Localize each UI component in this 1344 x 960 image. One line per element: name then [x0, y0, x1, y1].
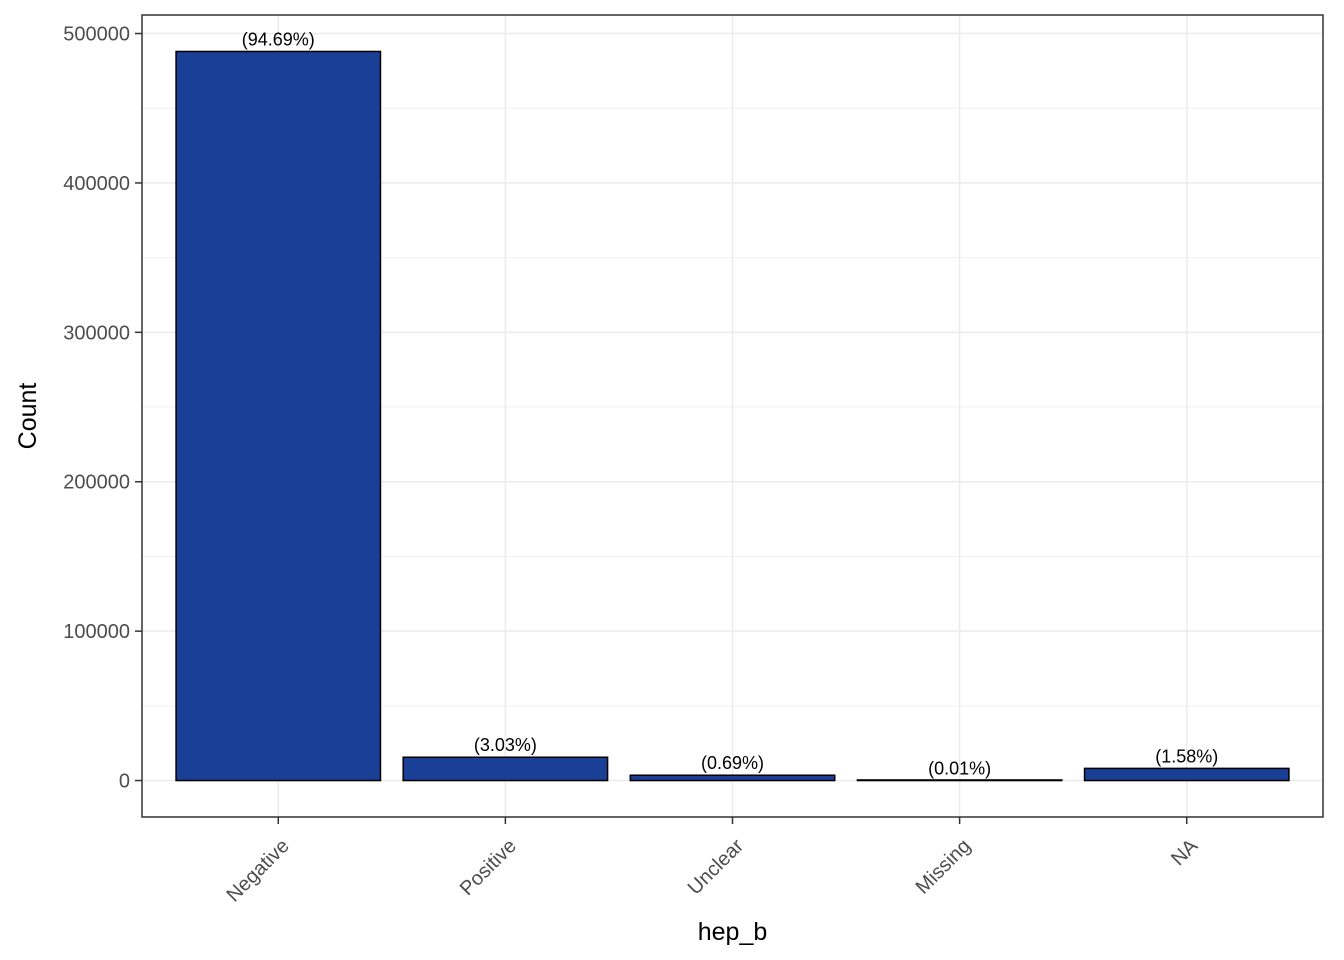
- y-tick-label: 500000: [63, 24, 130, 46]
- bar-unclear: [629, 774, 836, 782]
- bar-missing: [856, 779, 1063, 782]
- x-tick-label: Missing: [912, 835, 975, 898]
- bars: [175, 50, 1290, 782]
- x-tick-label: NA: [1167, 835, 1203, 871]
- x-axis-ticks: Negative Positive Unclear Missing NA: [222, 817, 1203, 906]
- y-tick-label: 300000: [63, 322, 130, 344]
- bar-na: [1083, 767, 1290, 782]
- data-label: (0.01%): [928, 758, 991, 778]
- y-axis-ticks: 0 100000 200000 300000 400000 500000: [63, 24, 142, 793]
- y-tick-label: 200000: [63, 472, 130, 494]
- data-label: (94.69%): [242, 29, 315, 49]
- bar-positive: [402, 756, 609, 782]
- data-label: (1.58%): [1155, 746, 1218, 766]
- y-axis-title: Count: [14, 383, 42, 450]
- x-axis-title: hep_b: [698, 918, 768, 946]
- data-labels: (94.69%) (3.03%) (0.69%) (0.01%) (1.58%): [242, 29, 1219, 778]
- y-tick-label: 0: [119, 771, 130, 793]
- bar-negative: [175, 50, 382, 782]
- x-tick-label: Positive: [456, 835, 521, 900]
- x-tick-label: Negative: [222, 835, 293, 906]
- data-label: (0.69%): [701, 753, 764, 773]
- y-tick-label: 100000: [63, 621, 130, 643]
- data-label: (3.03%): [474, 735, 537, 755]
- y-tick-label: 400000: [63, 173, 130, 195]
- x-tick-label: Unclear: [684, 835, 749, 900]
